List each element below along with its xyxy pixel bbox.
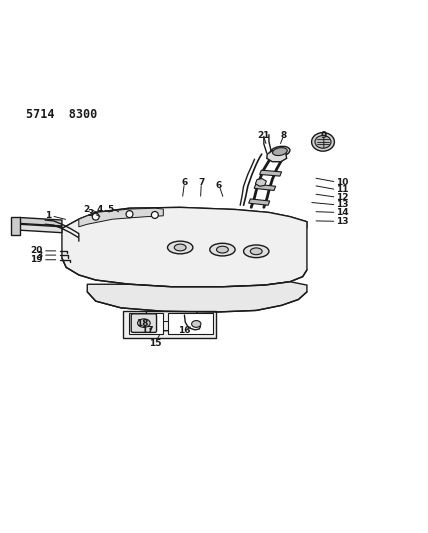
FancyBboxPatch shape — [131, 314, 157, 333]
Polygon shape — [260, 170, 282, 176]
Ellipse shape — [270, 146, 290, 157]
Text: 14: 14 — [336, 208, 349, 217]
Text: 13: 13 — [336, 217, 349, 226]
Ellipse shape — [273, 148, 287, 156]
Polygon shape — [79, 208, 163, 227]
Ellipse shape — [244, 245, 269, 257]
Text: 8: 8 — [281, 131, 287, 140]
Polygon shape — [256, 179, 266, 186]
Polygon shape — [167, 313, 213, 334]
Text: 5: 5 — [107, 205, 114, 214]
Polygon shape — [11, 217, 20, 235]
Polygon shape — [20, 224, 62, 233]
Circle shape — [152, 212, 158, 219]
Circle shape — [126, 211, 133, 217]
Text: 13: 13 — [336, 200, 349, 209]
Polygon shape — [249, 199, 270, 205]
Text: 17: 17 — [141, 326, 154, 335]
Text: 11: 11 — [336, 185, 349, 194]
Text: 3: 3 — [87, 209, 94, 218]
Ellipse shape — [312, 133, 334, 151]
Polygon shape — [62, 207, 307, 239]
Text: 20: 20 — [30, 246, 43, 255]
Text: 3: 3 — [37, 251, 43, 260]
Ellipse shape — [250, 248, 262, 255]
Polygon shape — [87, 282, 307, 312]
Ellipse shape — [167, 241, 193, 254]
Polygon shape — [129, 313, 163, 334]
Text: 7: 7 — [198, 179, 205, 188]
Polygon shape — [123, 311, 216, 338]
Text: 15: 15 — [149, 339, 161, 348]
Ellipse shape — [174, 244, 186, 251]
Text: 19: 19 — [30, 255, 43, 264]
Polygon shape — [62, 207, 307, 287]
Polygon shape — [254, 184, 276, 190]
Ellipse shape — [192, 320, 201, 327]
Text: 16: 16 — [178, 326, 191, 335]
Text: 9: 9 — [321, 131, 327, 140]
Ellipse shape — [137, 319, 150, 327]
Text: 1: 1 — [45, 211, 51, 220]
Text: 18: 18 — [136, 319, 149, 328]
Text: 10: 10 — [336, 177, 349, 187]
Text: 5714  8300: 5714 8300 — [26, 108, 97, 121]
Polygon shape — [20, 217, 62, 226]
Text: 2: 2 — [83, 205, 89, 214]
Text: 6: 6 — [216, 181, 222, 190]
Circle shape — [92, 213, 99, 220]
Polygon shape — [267, 151, 287, 161]
Text: 6: 6 — [181, 179, 187, 188]
Text: 12: 12 — [336, 193, 349, 201]
Circle shape — [94, 215, 98, 219]
Text: 21: 21 — [257, 131, 270, 140]
Ellipse shape — [217, 246, 229, 253]
Ellipse shape — [315, 135, 331, 148]
Circle shape — [153, 213, 157, 217]
Text: 4: 4 — [97, 205, 103, 214]
Circle shape — [128, 212, 132, 216]
Ellipse shape — [210, 243, 235, 256]
